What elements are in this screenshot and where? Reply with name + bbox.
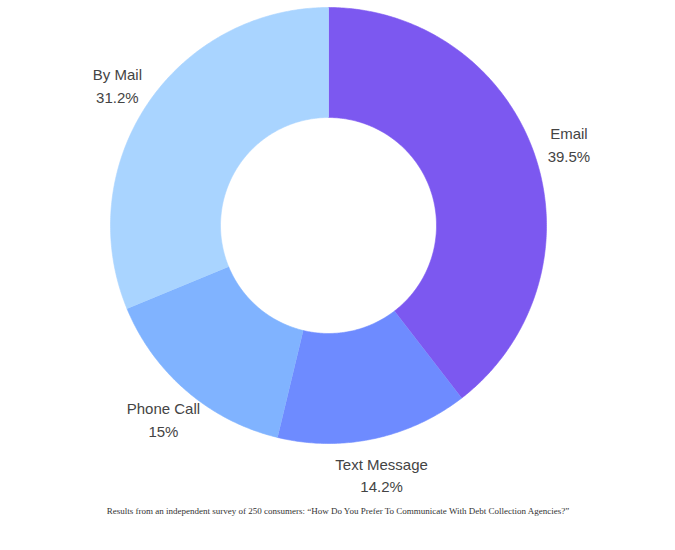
svg-text:Email39.5%: Email39.5% [548, 125, 591, 165]
svg-text:Text Message14.2%: Text Message14.2% [335, 456, 428, 496]
svg-text:By Mail31.2%: By Mail31.2% [93, 66, 142, 106]
svg-text:Phone Call15%: Phone Call15% [127, 400, 200, 440]
svg-text:Results from an independent su: Results from an independent survey of 25… [107, 506, 570, 516]
